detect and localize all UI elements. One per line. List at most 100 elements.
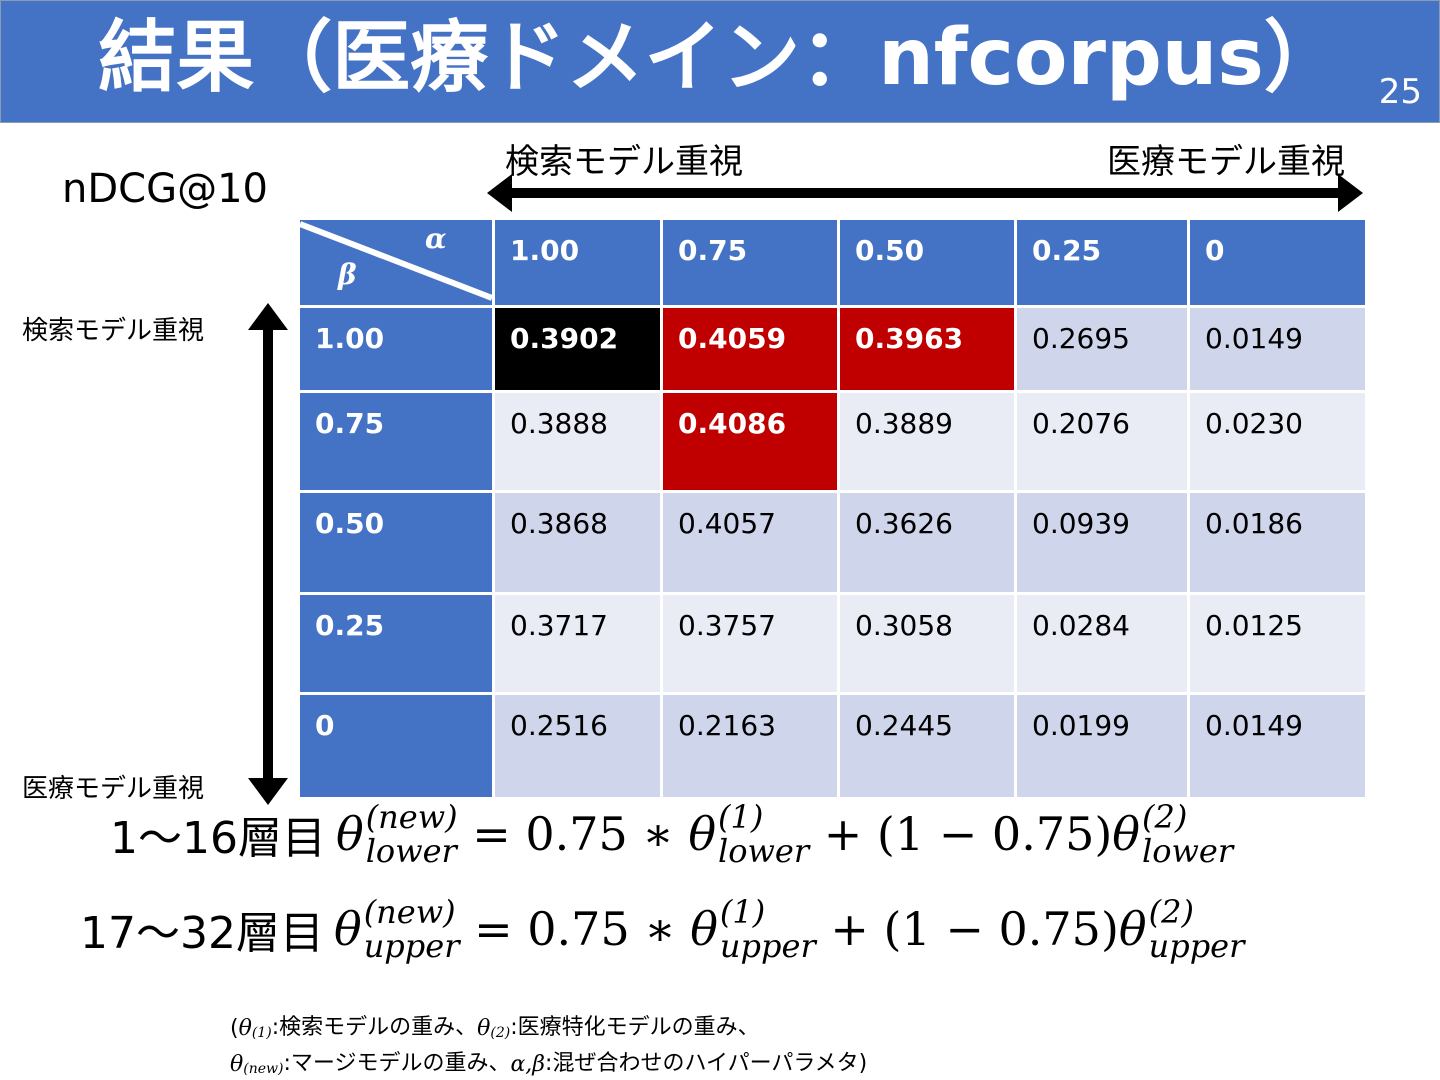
- equation-scripts: (2) upper: [1149, 895, 1245, 963]
- equation-sub: upper: [363, 927, 460, 965]
- column-header: 1.00: [495, 220, 663, 308]
- row-header: 0: [300, 695, 495, 800]
- equation-sup: (1): [718, 798, 764, 836]
- table-cell: 0.3868: [495, 493, 663, 595]
- equation-scripts: (new) lower: [366, 800, 458, 868]
- footnote-text: :医療特化モデルの重み、: [510, 1015, 760, 1040]
- x-axis-left: 検索モデル重視: [505, 142, 743, 182]
- footnote-line: (θ (1):検索モデルの重み、 θ (2):医療特化モデルの重み、: [230, 1005, 867, 1041]
- equation-sub: lower: [365, 832, 457, 870]
- footnote-sup: (1): [251, 1025, 272, 1041]
- equation-text: + (1 − 0.75): [815, 902, 1119, 956]
- table-cell: 0.3963: [840, 308, 1017, 393]
- table: α β 1.00 0.75 0.50 0.25 0 1.00 0.3902 0.4059 0.396…: [300, 220, 1368, 800]
- equations: 1〜16層目 θ (new) lower = 0.75 ∗ θ (1) lower + (…: [0, 800, 1440, 1000]
- table-cell: 0.2445: [840, 695, 1017, 800]
- table-cell: 0.4059: [663, 308, 840, 393]
- column-header: 0.25: [1017, 220, 1190, 308]
- equation-symbol: θ: [1118, 902, 1147, 956]
- equation-text: = 0.75 ∗: [459, 902, 691, 956]
- equation-scripts: (1) upper: [720, 895, 816, 963]
- equation-layers: 1〜16層目: [110, 813, 326, 864]
- column-header: 0: [1190, 220, 1368, 308]
- y-axis-top: 検索モデル重視: [22, 316, 205, 346]
- equation-symbol: θ: [1112, 807, 1140, 861]
- equation-sub: upper: [1148, 927, 1245, 965]
- table-cell: 0.0284: [1017, 595, 1190, 695]
- footnote-sup: (new): [243, 1061, 284, 1077]
- column-header: 0.50: [840, 220, 1017, 308]
- table-cell: 0.3717: [495, 595, 663, 695]
- footnote-line: θ (new):マージモデルの重み、 α,β:混ぜ合わせのハイパーパラメタ): [230, 1041, 867, 1077]
- table-cell: 0.3902: [495, 308, 663, 393]
- equation-sup: (new): [363, 893, 456, 931]
- equation-sub: lower: [718, 832, 810, 870]
- h-arrow-head: [1338, 174, 1363, 212]
- table-cell: 0.0186: [1190, 493, 1368, 595]
- h-arrow-head: [487, 174, 512, 212]
- equation-symbol: θ: [333, 902, 362, 956]
- arrows: [248, 174, 1363, 805]
- row-header: 0.50: [300, 493, 495, 595]
- table-cell: 0.3889: [840, 393, 1017, 493]
- table-cell: 0.2695: [1017, 308, 1190, 393]
- corner-diagonal: [300, 221, 492, 301]
- table-cell: 0.0149: [1190, 308, 1368, 393]
- equation-text: = 0.75 ∗: [457, 807, 689, 861]
- row-header: 1.00: [300, 308, 495, 393]
- footnote-symbol: θ: [230, 1052, 244, 1077]
- page-number: 25: [1378, 72, 1422, 112]
- equation-scripts: (1) lower: [718, 800, 809, 868]
- title: 結果（医療ドメイン：nfcorpus）: [98, 13, 1342, 103]
- table-cell: 0.0199: [1017, 695, 1190, 800]
- row-header: 0.25: [300, 595, 495, 695]
- footnote-text: :混ぜ合わせのハイパーパラメタ): [545, 1051, 868, 1076]
- footnote-symbol: α,β: [510, 1052, 546, 1077]
- table-cell: 0.3757: [663, 595, 840, 695]
- equation-sup: (2): [1142, 798, 1188, 836]
- footnote-text: :マージモデルの重み、: [283, 1051, 511, 1076]
- table-cell: 0.3626: [840, 493, 1017, 595]
- equation-symbol: θ: [335, 807, 364, 861]
- table-cell: 0.2516: [495, 695, 663, 800]
- table-cell: 0.4086: [663, 393, 840, 493]
- metric: nDCG@10: [62, 166, 268, 212]
- equation-text: + (1 − 0.75): [809, 807, 1113, 861]
- corner-beta: β: [338, 258, 357, 291]
- equation-scripts: (2) lower: [1142, 800, 1233, 868]
- column-header: 0.75: [663, 220, 840, 308]
- equation-sup: (1): [719, 893, 766, 931]
- title-bar: [0, 0, 1440, 123]
- equation: 1〜16層目 θ (new) lower = 0.75 ∗ θ (1) lower + (…: [110, 800, 1233, 868]
- table-cell: 0.0230: [1190, 393, 1368, 493]
- corner-alpha: α: [425, 222, 447, 255]
- equation-scripts: (new) upper: [364, 895, 460, 963]
- footnote-symbol: θ: [238, 1016, 252, 1041]
- equation-sup: (new): [365, 798, 458, 836]
- y-axis-bottom: 医療モデル重視: [22, 774, 205, 804]
- table-cell: 0.3058: [840, 595, 1017, 695]
- table-cell: 0.0125: [1190, 595, 1368, 695]
- equation-sub: upper: [719, 927, 816, 965]
- table-cell: 0.2163: [663, 695, 840, 800]
- footnote-text: (: [230, 1016, 239, 1041]
- footnote-sup: (2): [490, 1025, 511, 1041]
- table-cell: 0.2076: [1017, 393, 1190, 493]
- equation-symbol: θ: [690, 902, 718, 956]
- table-cell: 0.4057: [663, 493, 840, 595]
- row-header: 0.75: [300, 393, 495, 493]
- equation-sub: lower: [1142, 832, 1234, 870]
- table-cell: 0.3888: [495, 393, 663, 493]
- v-arrow-head: [248, 778, 288, 805]
- footnote-text: :検索モデルの重み、: [271, 1015, 478, 1040]
- equation-layers: 17〜32層目: [80, 908, 324, 959]
- equation-symbol: θ: [688, 807, 717, 861]
- x-axis-right: 医療モデル重視: [1107, 142, 1345, 182]
- equation: 17〜32層目 θ (new) upper = 0.75 ∗ θ (1) upper + …: [80, 895, 1244, 963]
- footnote: (θ (1):検索モデルの重み、 θ (2):医療特化モデルの重み、 θ (new):マー…: [230, 1005, 867, 1077]
- table-cell: 0.0939: [1017, 493, 1190, 595]
- equation-sup: (2): [1148, 893, 1194, 931]
- table-cell: 0.0149: [1190, 695, 1368, 800]
